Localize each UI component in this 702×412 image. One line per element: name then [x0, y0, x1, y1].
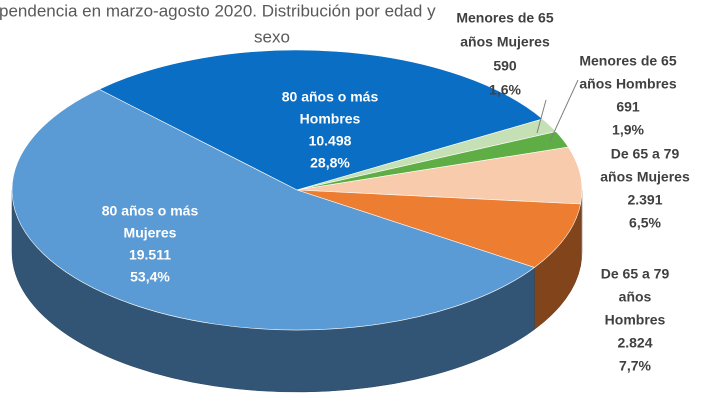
data-label: años Mujeres	[460, 34, 550, 50]
data-label: Menores de 65	[579, 53, 676, 69]
data-label: 10.498	[309, 133, 352, 149]
data-label: De 65 a 79	[601, 266, 670, 282]
data-label: 691	[616, 99, 640, 115]
data-label: Mujeres	[124, 225, 177, 241]
data-label: 1,9%	[612, 122, 644, 138]
data-label: 19.511	[129, 247, 171, 263]
data-labels: 80 años o más Hombres 10.498 28,8% Menores d…	[102, 10, 690, 374]
data-label: 1,6%	[489, 82, 521, 98]
data-label: años Hombres	[579, 76, 676, 92]
data-label: 7,7%	[619, 358, 651, 374]
chart-title: sexo	[254, 27, 290, 46]
leader-line	[536, 99, 547, 134]
slice	[11, 88, 536, 331]
data-label: años	[619, 289, 652, 305]
data-label: 2.391	[627, 192, 662, 208]
data-label: 80 años o más	[102, 203, 199, 219]
data-label: Menores de 65	[456, 10, 553, 26]
data-label: De 65 a 79	[611, 146, 680, 162]
data-label: 2.824	[617, 335, 652, 351]
pie-tops	[11, 49, 583, 331]
data-label: 53,4%	[130, 269, 170, 285]
slice	[98, 49, 544, 191]
data-label: Hombres	[605, 312, 666, 328]
data-label: 80 años o más	[282, 89, 379, 105]
data-label: Hombres	[300, 111, 361, 127]
slice	[296, 189, 581, 268]
data-label: 28,8%	[310, 155, 350, 171]
data-label: 6,5%	[629, 215, 661, 231]
data-label: 590	[493, 58, 517, 74]
data-label: años Mujeres	[600, 169, 690, 185]
slice	[296, 146, 583, 205]
leader-line	[549, 79, 579, 142]
chart-title: pendencia en marzo-agosto 2020. Distribu…	[0, 1, 436, 20]
